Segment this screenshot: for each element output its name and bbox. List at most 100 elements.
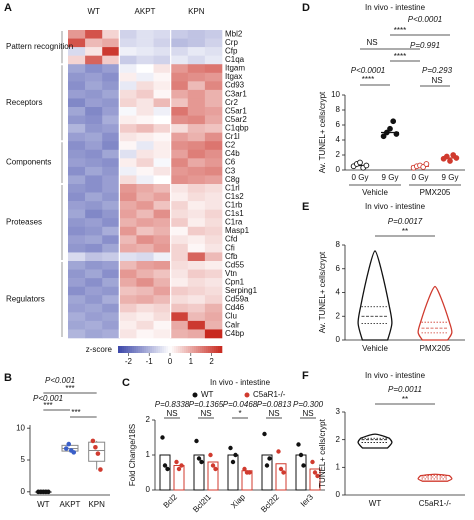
colorbar-step xyxy=(120,346,123,353)
heatmap-cell xyxy=(102,192,120,202)
point xyxy=(228,445,233,451)
heatmap-cell xyxy=(68,312,86,322)
heatmap-cell xyxy=(102,98,120,108)
colorbar-tick-label: -2 xyxy=(125,357,133,366)
point xyxy=(165,466,170,472)
heatmap-cell xyxy=(204,98,223,108)
gene-label: C3ar1 xyxy=(225,89,247,98)
heatmap-cell xyxy=(136,124,154,133)
heatmap-cell xyxy=(119,218,137,228)
heatmap-cell xyxy=(85,295,103,305)
colorbar-step xyxy=(208,346,211,353)
colorbar-step xyxy=(158,346,161,353)
heatmap-cell xyxy=(102,89,120,99)
heatmap-cell xyxy=(153,261,171,270)
heatmap-cell xyxy=(136,226,154,236)
heatmap-cell xyxy=(153,141,171,151)
panel-label: D xyxy=(302,2,310,14)
heatmap-cell xyxy=(136,209,154,219)
heatmap-cell xyxy=(187,218,206,228)
heatmap-cell xyxy=(187,312,206,322)
y-tick-label: 8 xyxy=(336,105,341,114)
point xyxy=(363,162,370,169)
heatmap-cell xyxy=(85,115,103,125)
heatmap-cell xyxy=(204,124,223,133)
heatmap-cell xyxy=(102,64,120,74)
heatmap-cell xyxy=(153,64,171,74)
colorbar-step xyxy=(128,346,131,353)
point xyxy=(357,159,363,166)
annotation: P=0.293 xyxy=(422,66,453,75)
point xyxy=(310,459,315,465)
heatmap-cell xyxy=(153,166,171,176)
heatmap-cell xyxy=(68,269,86,279)
heatmap-cell xyxy=(170,72,189,82)
heatmap-cell xyxy=(187,132,206,142)
point xyxy=(267,456,272,461)
heatmap-cell xyxy=(68,209,86,219)
heatmap-cell xyxy=(136,201,154,210)
heatmap-cell xyxy=(68,124,86,133)
colorbar-step xyxy=(198,346,201,353)
heatmap-cell xyxy=(102,72,120,82)
heatmap-cell xyxy=(153,329,171,339)
heatmap-cell xyxy=(68,81,86,91)
heatmap-cell xyxy=(102,115,120,125)
y-tick-label: 0 xyxy=(336,490,341,499)
heatmap-cell xyxy=(153,218,171,228)
heatmap-cell xyxy=(119,175,137,185)
y-tick-label: 5 xyxy=(21,455,26,464)
heatmap-cell xyxy=(187,209,206,219)
x-tick-label: Bcl2 xyxy=(162,492,180,510)
y-tick-label: 10 xyxy=(331,90,340,99)
point xyxy=(264,463,270,468)
y-axis-label: TUNEL+ cells/crypt xyxy=(318,418,327,487)
heatmap-cell xyxy=(85,81,103,91)
x-tick-label: WT xyxy=(369,499,382,508)
column-label: KPN xyxy=(188,7,205,16)
heatmap-cell xyxy=(136,192,154,202)
heatmap-cell xyxy=(68,286,86,296)
annotation: **** xyxy=(394,52,406,61)
heatmap-cell xyxy=(170,303,189,313)
heatmap-cell xyxy=(204,235,223,245)
heatmap-cell xyxy=(204,329,223,339)
heatmap-cell xyxy=(187,149,206,159)
heatmap-cell xyxy=(204,89,223,99)
point xyxy=(174,459,179,465)
heatmap-cell xyxy=(170,98,189,108)
heatmap-cell xyxy=(119,72,137,82)
heatmap-cell xyxy=(85,158,103,168)
heatmap-cell xyxy=(85,55,103,65)
heatmap-cell xyxy=(85,124,103,133)
gene-label: C4bp xyxy=(225,329,245,338)
colorbar-step xyxy=(124,346,127,353)
bar xyxy=(227,454,239,491)
heatmap-cell xyxy=(204,55,223,65)
x-tick-label: 9 Gy xyxy=(382,173,399,182)
bar xyxy=(159,454,171,491)
heatmap-cell xyxy=(204,209,223,219)
y-tick-label: 0 xyxy=(336,335,341,344)
heatmap-cell xyxy=(170,320,189,330)
heatmap-cell xyxy=(187,243,206,253)
heatmap-cell xyxy=(85,278,103,287)
heatmap-cell xyxy=(153,55,171,65)
point xyxy=(247,470,252,475)
point xyxy=(66,441,72,447)
heatmap-cell xyxy=(68,192,86,202)
heatmap-cell xyxy=(68,329,86,339)
heatmap-cell xyxy=(119,158,137,168)
colorbar-step xyxy=(184,346,187,353)
heatmap-cell xyxy=(68,149,86,159)
heatmap-cell xyxy=(187,98,206,108)
heatmap-cell xyxy=(153,252,171,262)
colorbar-step xyxy=(134,346,137,353)
heatmap-cell xyxy=(85,312,103,322)
heatmap-cell xyxy=(102,269,120,279)
y-tick-label: 0 xyxy=(146,485,151,494)
heatmap-cell xyxy=(153,89,171,99)
heatmap-cell xyxy=(204,38,223,48)
heatmap-cell xyxy=(153,38,171,48)
heatmap-cell xyxy=(204,72,223,82)
